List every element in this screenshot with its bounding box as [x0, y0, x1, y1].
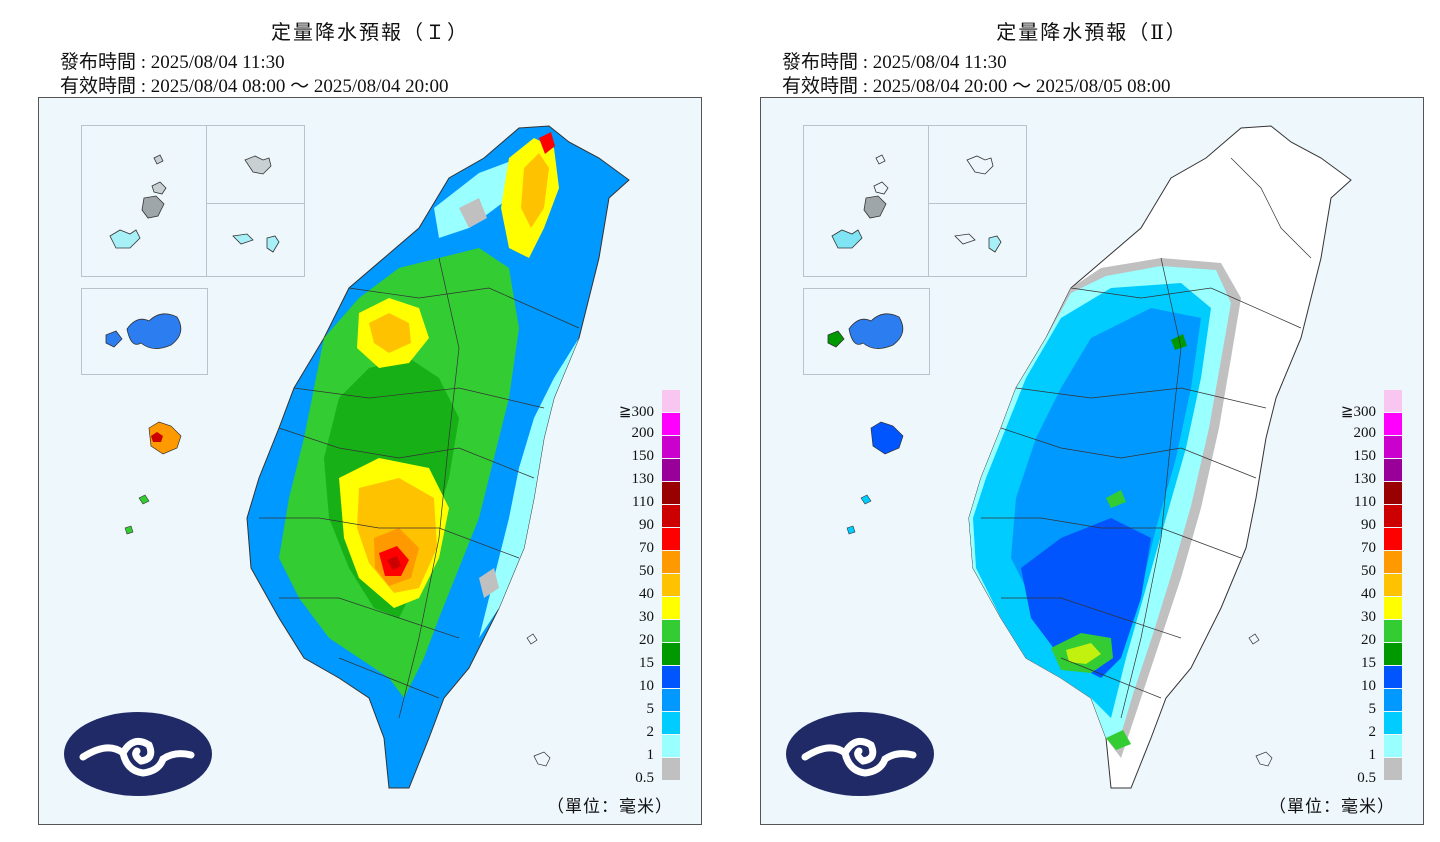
- legend-tick-label: 70: [639, 540, 654, 556]
- legend-tick-label: 30: [1361, 609, 1376, 625]
- legend-swatch: [1384, 758, 1402, 780]
- inset-dongyin: [206, 125, 305, 205]
- legend-tick-label: 30: [639, 609, 654, 625]
- legend-tick-label: 40: [639, 586, 654, 602]
- legend-tick-label: ≧300: [1340, 404, 1376, 420]
- rainfall-map: [846, 125, 1352, 789]
- legend-swatch: [1384, 528, 1402, 550]
- legend-tick-label: 130: [1353, 471, 1377, 487]
- legend-tick-label: 90: [639, 517, 654, 533]
- valid-time: 有效時間 : 2025/08/04 08:00 ～ 2025/08/04 20:…: [60, 76, 449, 97]
- legend-swatch: [1384, 482, 1402, 504]
- legend-swatch: [662, 735, 680, 757]
- issue-time: 發布時間 : 2025/08/04 11:30: [60, 52, 285, 73]
- legend-swatch: [662, 758, 680, 780]
- inset-penghu: [81, 288, 208, 375]
- legend-swatch: [662, 528, 680, 550]
- forecast-panel-1: 定量降水預報（Ｉ） 發布時間 : 2025/08/04 11:30 有效時間 :…: [38, 0, 718, 842]
- legend-tick-label: 2: [1368, 724, 1377, 740]
- legend-swatch: [662, 574, 680, 596]
- valid-time: 有效時間 : 2025/08/04 20:00 ～ 2025/08/05 08:…: [782, 76, 1171, 97]
- issue-time: 發布時間 : 2025/08/04 11:30: [782, 52, 1007, 73]
- legend-swatch: [1384, 505, 1402, 527]
- legend-swatch: [662, 551, 680, 573]
- legend-tick-label: 110: [1354, 494, 1376, 510]
- forecast-panel-2: 定量降水預報（Ⅱ） 發布時間 : 2025/08/04 11:30 有效時間 :…: [760, 0, 1440, 842]
- legend-tick-label: 5: [1368, 701, 1377, 717]
- legend-tick-label: 10: [1361, 678, 1376, 694]
- legend-swatch: [662, 666, 680, 688]
- legend-swatch: [1384, 620, 1402, 642]
- legend-tick-label: 200: [631, 425, 655, 441]
- inset-matsu: [803, 125, 930, 277]
- legend-tick-label: 5: [646, 701, 655, 717]
- panel-title: 定量降水預報（Ⅱ）: [996, 20, 1188, 44]
- legend-swatch: [662, 482, 680, 504]
- inset-penghu: [803, 288, 930, 375]
- legend-swatch: [1384, 551, 1402, 573]
- legend-unit: （單位：毫米）: [547, 797, 673, 817]
- legend-swatch: [662, 597, 680, 619]
- cwa-logo-icon: [786, 712, 934, 796]
- panel-title: 定量降水預報（Ｉ）: [271, 20, 469, 44]
- legend-swatch: [662, 643, 680, 665]
- rainfall-map: [124, 125, 630, 789]
- legend-swatch: [1384, 436, 1402, 458]
- legend-swatch: [662, 620, 680, 642]
- legend-tick-label: 15: [1361, 655, 1376, 671]
- map-frame: ≧300 200 150 130 110 90 70 50 40 30 20 15 10 5 2 1 0.5 （…: [760, 97, 1424, 825]
- legend-tick-label: 130: [631, 471, 655, 487]
- legend-tick-label: 1: [646, 747, 655, 763]
- legend-tick-label: 70: [1361, 540, 1376, 556]
- legend-swatch: [1384, 574, 1402, 596]
- legend-swatch: [1384, 712, 1402, 734]
- legend-tick-label: 150: [1353, 448, 1377, 464]
- legend-swatch: [662, 436, 680, 458]
- legend-tick-label: 110: [632, 494, 654, 510]
- legend-tick-label: 20: [1361, 632, 1376, 648]
- legend-swatch: [1384, 643, 1402, 665]
- legend-tick-label: 20: [639, 632, 654, 648]
- legend-tick-label: 0.5: [635, 770, 654, 786]
- map-frame: ≧300 200 150 130 110 90 70 50 40 30 20 15 10 5 2 1 0.5 （…: [38, 97, 702, 825]
- legend-tick-label: 40: [1361, 586, 1376, 602]
- legend-swatch: [662, 459, 680, 481]
- legend-swatch: [662, 413, 680, 435]
- legend-tick-label: 200: [1353, 425, 1377, 441]
- legend-swatch: [662, 505, 680, 527]
- legend-swatch: [1384, 735, 1402, 757]
- legend-tick-label: 50: [1361, 563, 1376, 579]
- legend-tick-label: 15: [639, 655, 654, 671]
- inset-matsu: [81, 125, 208, 277]
- legend-tick-label: ≧300: [618, 404, 654, 420]
- legend-swatch: [662, 689, 680, 711]
- legend-swatch: [1384, 413, 1402, 435]
- cwa-logo-icon: [64, 712, 212, 796]
- inset-kinmen: [206, 203, 305, 277]
- legend-tick-label: 1: [1368, 747, 1377, 763]
- legend-swatch: [1384, 459, 1402, 481]
- legend-swatch: [662, 712, 680, 734]
- legend-tick-label: 0.5: [1357, 770, 1376, 786]
- legend-unit: （單位：毫米）: [1269, 797, 1395, 817]
- legend-tick-label: 50: [639, 563, 654, 579]
- legend-tick-label: 10: [639, 678, 654, 694]
- legend-tick-label: 150: [631, 448, 655, 464]
- legend-swatch: [1384, 390, 1402, 412]
- legend-tick-label: 90: [1361, 517, 1376, 533]
- inset-kinmen: [928, 203, 1027, 277]
- legend-swatch: [1384, 689, 1402, 711]
- legend-swatch: [1384, 597, 1402, 619]
- legend-swatch: [1384, 666, 1402, 688]
- legend-swatch: [662, 390, 680, 412]
- legend-tick-label: 2: [646, 724, 655, 740]
